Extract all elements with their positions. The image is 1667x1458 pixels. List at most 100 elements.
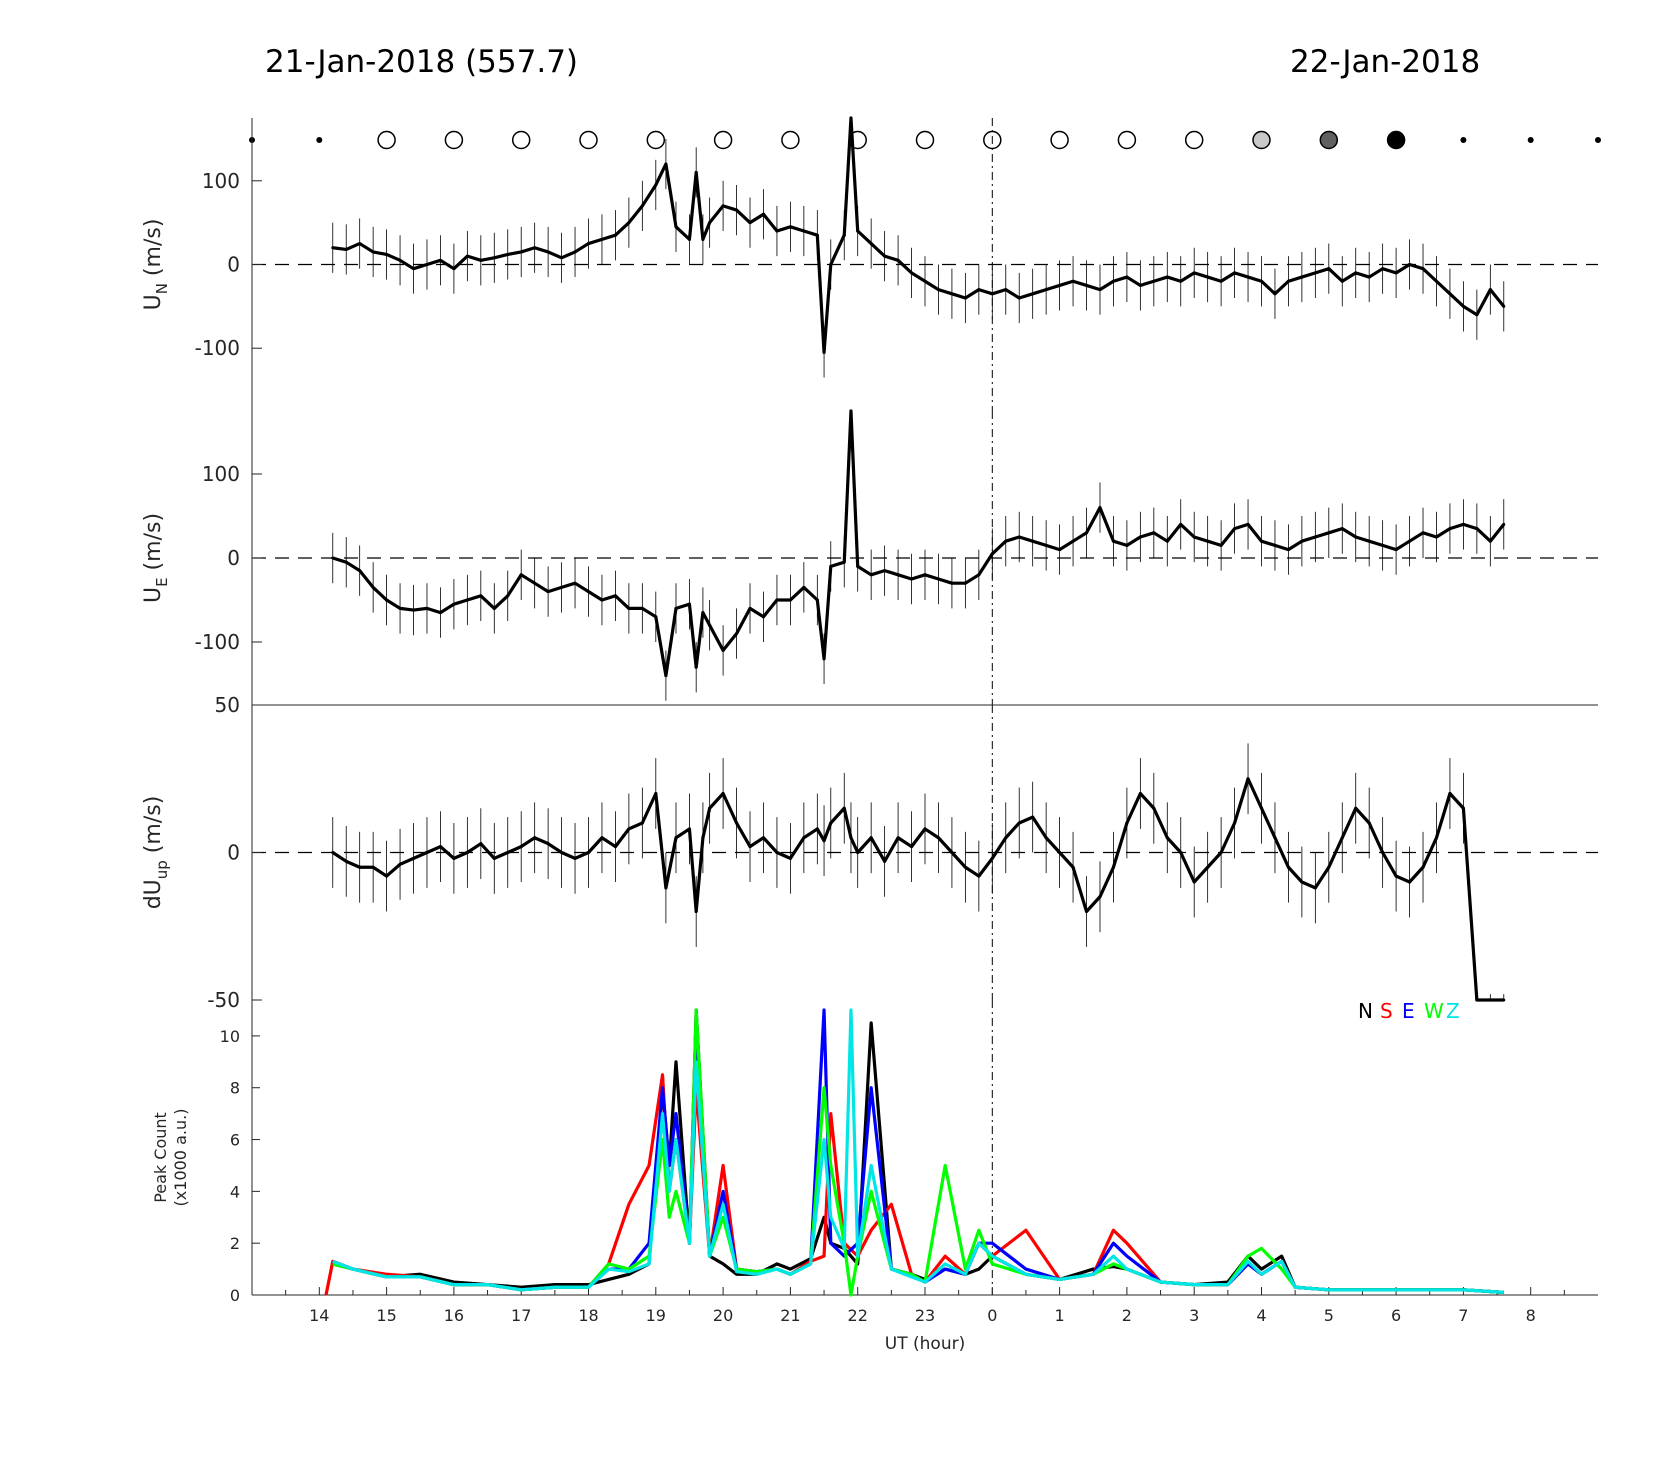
data-point [923, 279, 927, 283]
data-point [1111, 539, 1115, 543]
data-point [1111, 865, 1115, 869]
series-line [331, 777, 1504, 1002]
data-point [708, 623, 712, 627]
data-point [1273, 543, 1277, 547]
data-point [842, 560, 846, 564]
data-point [331, 556, 335, 560]
data-point [1058, 548, 1062, 552]
moon-marker [1319, 130, 1339, 150]
data-point [654, 183, 658, 187]
data-point [613, 594, 617, 598]
moon-marker [646, 130, 666, 150]
legend-entry-N: N [1358, 999, 1373, 1023]
data-point [990, 856, 994, 860]
data-point [1408, 880, 1412, 884]
data-point [1058, 851, 1062, 854]
data-point [654, 792, 658, 795]
right-date-title: 22-Jan-2018 [1290, 44, 1481, 80]
data-point [1434, 279, 1438, 283]
data-point [761, 212, 765, 216]
data-point [1408, 539, 1412, 543]
data-point [1286, 865, 1290, 869]
data-point [977, 573, 981, 577]
data-point [694, 170, 698, 174]
series-line-E [332, 1008, 1504, 1295]
data-point [1206, 539, 1210, 543]
y-label-subscript: up [153, 860, 171, 879]
data-point [385, 874, 389, 878]
data-point [1327, 865, 1331, 869]
data-point [1138, 535, 1142, 539]
data-point [412, 856, 416, 860]
data-point [560, 851, 564, 854]
data-point [1179, 279, 1183, 283]
data-point [1098, 288, 1102, 292]
data-point [735, 208, 739, 212]
data-point [1394, 548, 1398, 552]
legend-entry-E: E [1402, 999, 1415, 1023]
data-point [358, 569, 362, 573]
data-point [923, 827, 927, 831]
data-point [1233, 821, 1237, 825]
series-line [332, 116, 1506, 354]
y-label-main: U [141, 294, 166, 310]
data-point [331, 246, 335, 250]
data-point [587, 242, 590, 246]
data-point [1017, 296, 1021, 300]
data-point [371, 250, 375, 254]
data-point [1125, 821, 1129, 825]
data-point [775, 598, 779, 602]
x-tick-label: 16 [444, 1306, 464, 1325]
data-point [1475, 527, 1479, 531]
moon-marker [915, 130, 935, 150]
data-point [1381, 543, 1385, 547]
data-point [1044, 288, 1048, 292]
data-point [492, 256, 496, 260]
data-point [748, 606, 752, 610]
data-point [664, 886, 668, 890]
data-point [1192, 880, 1196, 884]
data-point [1340, 279, 1344, 283]
data-point [452, 856, 456, 860]
data-point [822, 657, 826, 661]
data-point [1488, 539, 1492, 543]
y-label-unit: (m/s) [141, 513, 166, 577]
y-tick-label: 4 [230, 1182, 240, 1201]
data-point [788, 225, 792, 229]
moon-marker [579, 130, 598, 150]
data-point [1367, 539, 1371, 543]
y-tick-label: 100 [202, 169, 240, 193]
data-point [587, 851, 590, 854]
data-point [398, 258, 402, 262]
data-point [358, 242, 362, 246]
data-point [1327, 267, 1331, 271]
y-tick-label: -100 [195, 630, 240, 654]
data-point [1260, 806, 1263, 810]
data-point [627, 827, 631, 831]
data-point [479, 258, 483, 262]
data-point [977, 874, 981, 878]
data-point [385, 252, 389, 256]
data-point [815, 598, 819, 602]
data-point [883, 569, 887, 573]
data-point [674, 606, 678, 610]
data-point [344, 247, 348, 251]
moon-marker-dot [1460, 137, 1467, 143]
data-point [1219, 543, 1223, 547]
data-point [1408, 263, 1412, 266]
data-point [701, 836, 705, 840]
data-point [936, 577, 940, 581]
data-point [627, 221, 631, 225]
data-point [519, 845, 523, 849]
data-point [721, 792, 725, 795]
data-point [1152, 806, 1156, 810]
data-point [613, 233, 617, 237]
data-point [963, 296, 967, 300]
data-point [687, 827, 691, 831]
data-point [896, 573, 900, 577]
series-line-W [332, 1008, 1504, 1297]
data-point [1300, 880, 1304, 884]
data-point [748, 845, 752, 849]
data-point [815, 827, 819, 831]
